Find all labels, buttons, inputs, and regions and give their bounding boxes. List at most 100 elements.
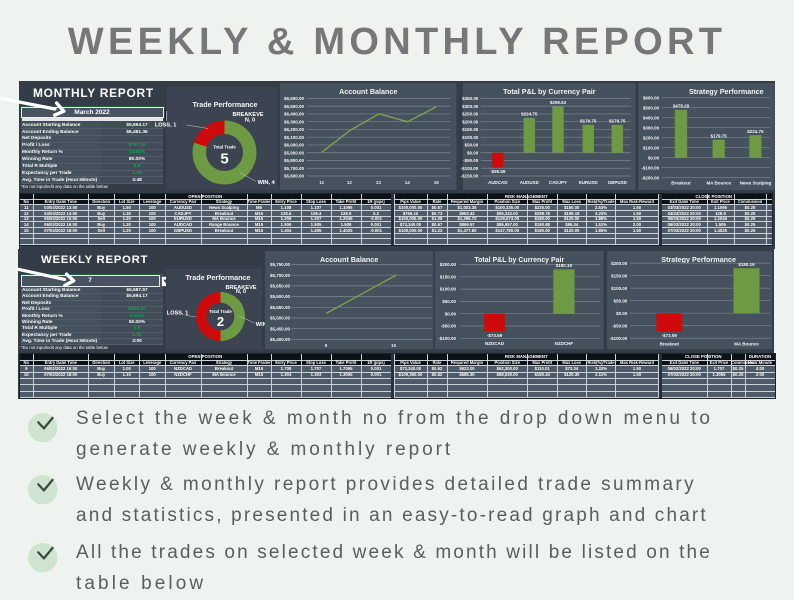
svg-text:$179.75: $179.75 <box>580 119 597 124</box>
svg-text:Total Trade: Total Trade <box>213 144 236 149</box>
svg-text:$100.00: $100.00 <box>611 286 628 291</box>
svg-text:$0.00: $0.00 <box>616 311 628 316</box>
svg-text:AUDCAD: AUDCAD <box>488 180 508 185</box>
svg-text:Total P&L by Currency Pair: Total P&L by Currency Pair <box>474 257 564 264</box>
svg-text:Trade Performance: Trade Performance <box>192 100 257 109</box>
svg-text:$5,650.00: $5,650.00 <box>270 283 290 288</box>
svg-text:11: 11 <box>319 180 324 185</box>
svg-text:$180.19: $180.19 <box>738 262 755 267</box>
svg-text:$50.00: $50.00 <box>442 299 456 304</box>
svg-text:$200.00: $200.00 <box>643 135 660 140</box>
svg-text:AUDUSD: AUDUSD <box>519 180 539 185</box>
svg-text:$5,800.00: $5,800.00 <box>284 158 305 163</box>
svg-text:$150.00: $150.00 <box>439 274 456 279</box>
svg-text:$300.00: $300.00 <box>643 125 660 130</box>
svg-text:-$50.00: -$50.00 <box>463 158 479 163</box>
svg-text:$224.75: $224.75 <box>747 129 764 134</box>
svg-text:Breakout: Breakout <box>671 180 691 185</box>
svg-text:$0.00: $0.00 <box>444 311 456 316</box>
svg-text:Account Balance: Account Balance <box>339 87 397 96</box>
svg-text:-$50.00: -$50.00 <box>612 323 628 328</box>
svg-text:$400.00: $400.00 <box>643 115 660 120</box>
svg-text:$300.00: $300.00 <box>462 104 479 109</box>
svg-text:Total P&L by Currency Pair: Total P&L by Currency Pair <box>503 87 596 96</box>
svg-text:$6,100.00: $6,100.00 <box>284 135 305 140</box>
svg-text:-$95.59: -$95.59 <box>490 169 506 174</box>
svg-text:$298.53: $298.53 <box>549 100 566 105</box>
svg-text:$5,700.00: $5,700.00 <box>284 166 305 171</box>
svg-text:-$50.00: -$50.00 <box>440 324 456 329</box>
svg-text:$50.00: $50.00 <box>464 143 478 148</box>
svg-text:$50.00: $50.00 <box>613 298 627 303</box>
svg-text:BREAKEVE: BREAKEVE <box>225 285 256 291</box>
svg-text:News Scalping: News Scalping <box>739 180 771 185</box>
svg-text:$6,600.00: $6,600.00 <box>284 96 305 101</box>
svg-text:CADJPY: CADJPY <box>548 180 566 185</box>
svg-text:$478.28: $478.28 <box>673 104 690 109</box>
svg-text:$100.00: $100.00 <box>643 145 660 150</box>
svg-text:10: 10 <box>391 343 396 348</box>
svg-text:$250.00: $250.00 <box>462 112 479 117</box>
svg-text:5: 5 <box>220 150 228 167</box>
svg-text:-$200.00: -$200.00 <box>641 175 659 180</box>
svg-text:$0.00: $0.00 <box>648 155 660 160</box>
svg-text:NZDCHF: NZDCHF <box>554 341 573 346</box>
svg-text:$5,550.00: $5,550.00 <box>270 305 290 310</box>
svg-text:-$73.59: -$73.59 <box>661 333 677 338</box>
svg-text:$5,400.00: $5,400.00 <box>270 337 290 342</box>
svg-text:$100.00: $100.00 <box>439 287 456 292</box>
svg-text:$5,600.00: $5,600.00 <box>270 294 290 299</box>
svg-text:$100.00: $100.00 <box>462 135 479 140</box>
svg-text:LOSS, 1: LOSS, 1 <box>167 310 188 316</box>
svg-text:WIN,: WIN, <box>256 322 269 328</box>
svg-text:14: 14 <box>405 180 411 185</box>
svg-text:$5,750.00: $5,750.00 <box>270 262 290 267</box>
svg-text:$6,200.00: $6,200.00 <box>284 127 305 132</box>
svg-text:$200.00: $200.00 <box>611 261 628 266</box>
svg-text:BREAKEVE: BREAKEVE <box>232 112 263 118</box>
svg-text:Strategy Performance: Strategy Performance <box>689 87 764 96</box>
svg-text:N, 0: N, 0 <box>236 289 246 295</box>
svg-text:WIN, 4: WIN, 4 <box>258 180 276 186</box>
svg-text:-$100.00: -$100.00 <box>460 166 478 171</box>
svg-text:NZDCAD: NZDCAD <box>485 341 505 346</box>
svg-text:$6,400.00: $6,400.00 <box>284 112 305 117</box>
svg-text:$180.19: $180.19 <box>555 263 572 268</box>
svg-text:$6,000.00: $6,000.00 <box>284 143 305 148</box>
svg-text:9: 9 <box>325 343 328 348</box>
svg-text:LOSS, 1: LOSS, 1 <box>155 123 176 129</box>
svg-text:2: 2 <box>217 314 224 329</box>
svg-text:EURUSD: EURUSD <box>578 180 598 185</box>
svg-text:Trade Performance: Trade Performance <box>185 273 250 282</box>
svg-text:$5,450.00: $5,450.00 <box>270 326 290 331</box>
svg-text:Total Trade: Total Trade <box>209 309 232 314</box>
svg-text:Strategy Performance: Strategy Performance <box>661 255 736 264</box>
svg-text:$500.00: $500.00 <box>643 105 660 110</box>
svg-text:-$100.00: -$100.00 <box>641 165 659 170</box>
svg-text:$200.00: $200.00 <box>439 262 456 267</box>
svg-text:MA Bounce: MA Bounce <box>706 180 731 185</box>
svg-text:15: 15 <box>434 180 440 185</box>
svg-text:13: 13 <box>376 180 382 185</box>
svg-text:-$100.00: -$100.00 <box>438 336 456 341</box>
svg-text:$150.00: $150.00 <box>611 273 628 278</box>
svg-text:$200.00: $200.00 <box>462 119 479 124</box>
svg-text:$600.00: $600.00 <box>643 95 660 100</box>
svg-text:$6,300.00: $6,300.00 <box>284 119 305 124</box>
svg-text:12: 12 <box>347 180 353 185</box>
svg-text:$179.75: $179.75 <box>710 133 727 138</box>
svg-text:Breakout: Breakout <box>659 341 679 346</box>
svg-text:N, 0: N, 0 <box>245 118 255 124</box>
svg-text:$5,500.00: $5,500.00 <box>270 316 290 321</box>
svg-text:$179.75: $179.75 <box>609 119 626 124</box>
svg-text:$350.00: $350.00 <box>462 96 479 101</box>
svg-text:$6,500.00: $6,500.00 <box>284 104 305 109</box>
svg-text:$224.75: $224.75 <box>521 112 538 117</box>
svg-text:$5,900.00: $5,900.00 <box>284 150 305 155</box>
svg-text:Account Balance: Account Balance <box>320 255 378 264</box>
svg-text:-$150.00: -$150.00 <box>460 174 478 179</box>
svg-text:$150.00: $150.00 <box>462 127 479 132</box>
svg-text:$0.00: $0.00 <box>467 150 479 155</box>
svg-text:GBPUSD: GBPUSD <box>607 180 627 185</box>
svg-text:$5,700.00: $5,700.00 <box>270 273 290 278</box>
